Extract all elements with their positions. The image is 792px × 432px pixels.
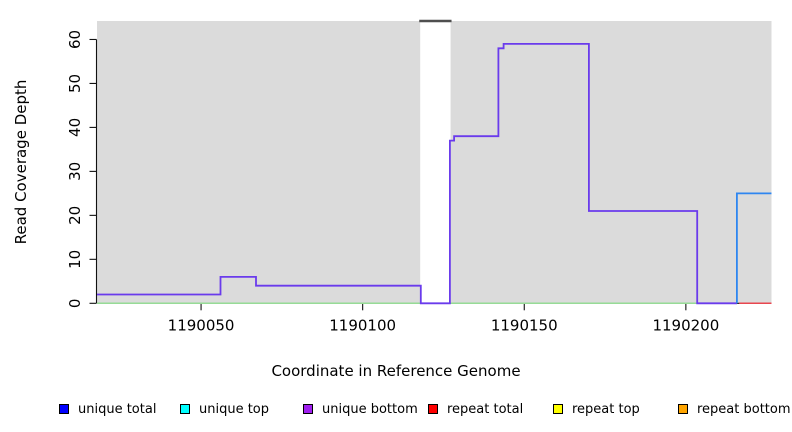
y-axis-title: Read Coverage Depth [12,79,30,245]
legend-swatch-unique-bottom [303,404,313,414]
legend-item-unique-bottom: unique bottom [303,399,418,419]
legend-label-unique-top: unique top [199,401,270,417]
legend-item-unique-top: unique top [180,399,269,419]
x-tick-label: 1190150 [491,316,558,334]
y-tick-label: 20 [66,206,84,225]
legend-item-repeat-top: repeat top [553,399,640,419]
y-tick-label: 60 [66,30,84,49]
legend-label-unique-bottom: unique bottom [322,401,418,417]
y-tick-label: 30 [66,162,84,181]
legend-swatch-unique-total [59,404,69,414]
legend-label-repeat-total: repeat total [447,401,524,417]
legend-item-unique-total: unique total [59,399,156,419]
legend-item-repeat-bottom: repeat bottom [678,399,791,419]
legend-label-repeat-top: repeat top [572,401,640,417]
x-tick-label: 1190050 [168,316,235,334]
legend-label-repeat-bottom: repeat bottom [697,401,791,417]
legend-item-repeat-total: repeat total [428,399,523,419]
legend-swatch-repeat-top [553,404,563,414]
y-tick-label: 50 [66,74,84,93]
series-unique-bottom-line [97,43,737,305]
y-tick-label: 0 [66,299,84,309]
legend-swatch-repeat-bottom [678,404,688,414]
legend-swatch-unique-top [180,404,190,414]
legend-swatch-repeat-total [428,404,438,414]
x-tick-label: 1190100 [329,316,396,334]
x-tick-label: 1190200 [652,316,719,334]
x-axis-title: Coordinate in Reference Genome [271,362,521,380]
legend: unique total unique top unique bottom repea… [0,399,792,421]
coverage-gap-region [420,20,451,304]
y-tick-label: 10 [66,250,84,269]
series-unique-top-line [736,192,772,304]
legend-label-unique-total: unique total [78,401,157,417]
y-tick-label: 40 [66,118,84,137]
